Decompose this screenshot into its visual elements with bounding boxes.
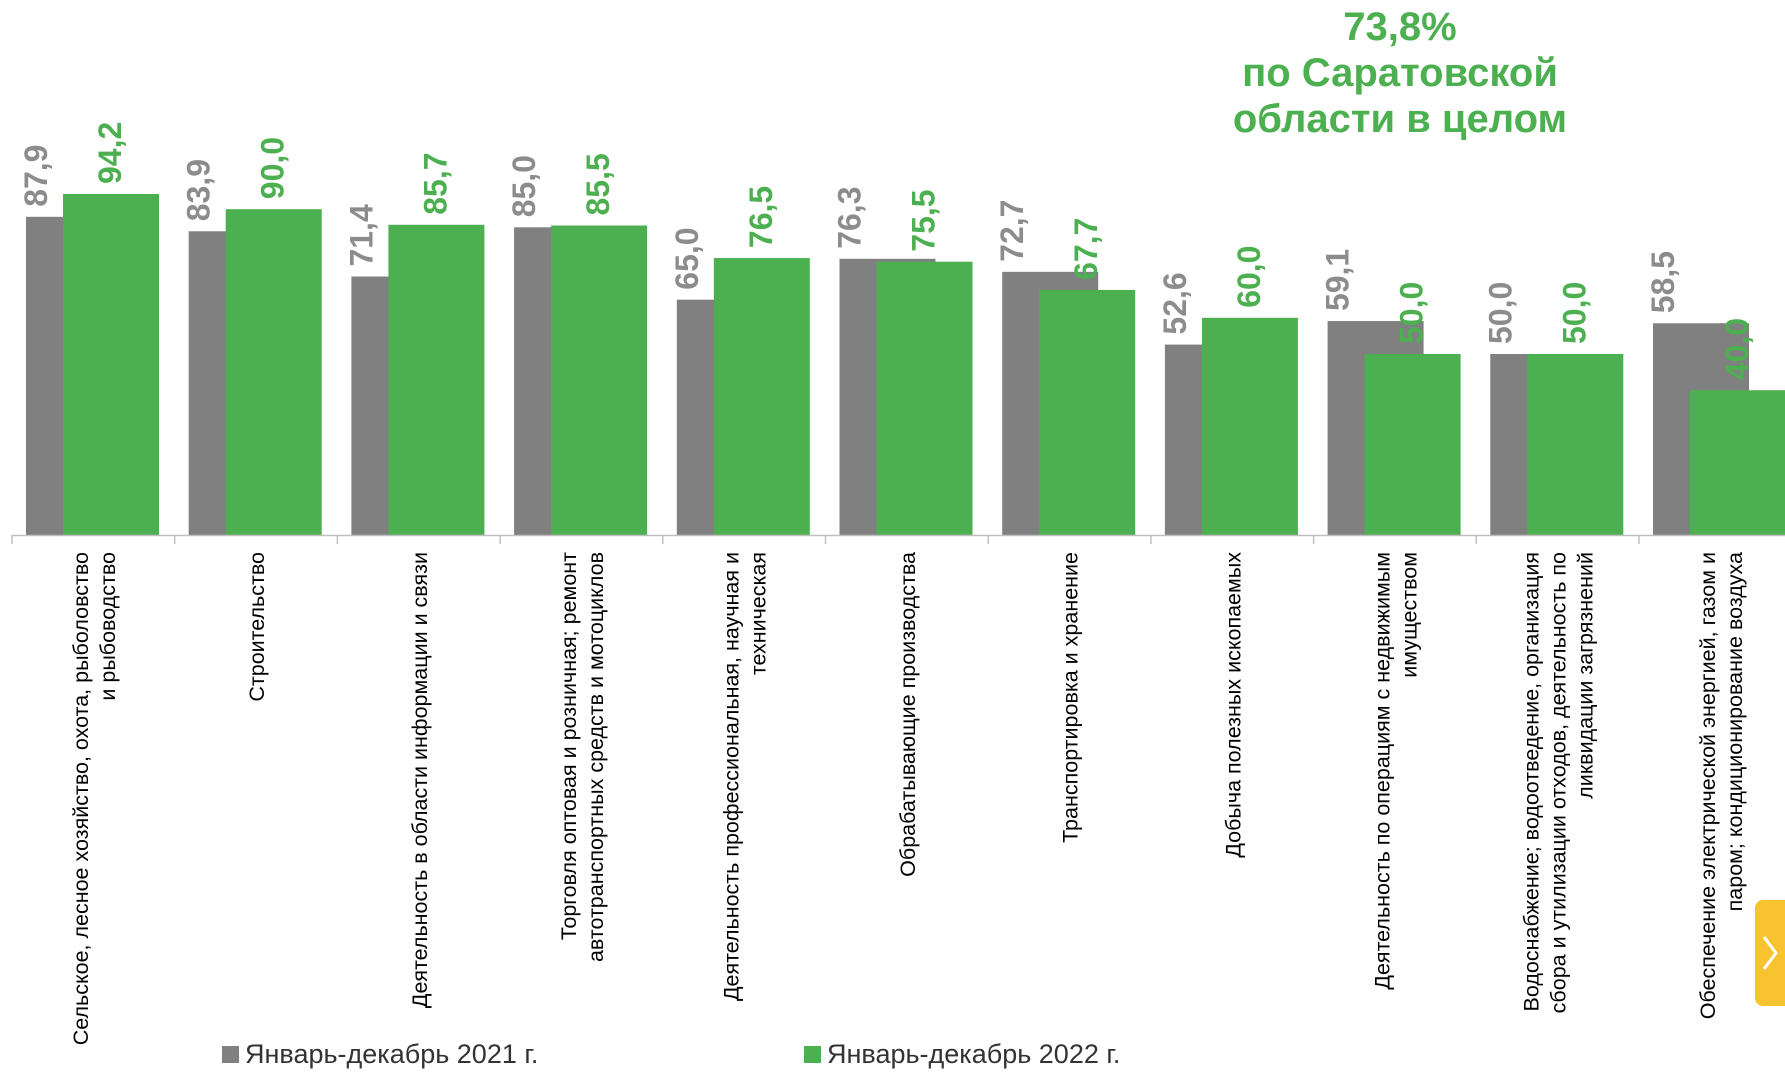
- bar-2022: [551, 225, 648, 536]
- category-label: Транспортировка и хранение: [1059, 552, 1083, 843]
- category-label-line: Деятельность в области информации и связ…: [408, 552, 432, 1008]
- value-label-2022: 90,0: [255, 137, 291, 199]
- category-label-line: имуществом: [1397, 552, 1421, 678]
- legend-swatch-2022: [804, 1045, 821, 1063]
- category-label: Деятельность в области информации и связ…: [408, 552, 432, 1008]
- value-label-2021: 72,7: [994, 200, 1030, 262]
- category-label: Обеспечение электрической энергией, газо…: [1696, 552, 1747, 1019]
- category-label: Торговля оптовая и розничная; ремонт авто…: [557, 552, 608, 962]
- value-label-2021: 85,0: [506, 155, 542, 217]
- bar-2022: [1527, 354, 1624, 535]
- value-label-2022: 75,5: [906, 189, 942, 251]
- x-axis: [11, 534, 1785, 544]
- category-label-line: сбора и утилизации отходов, деятельность…: [1547, 552, 1571, 1013]
- category-label: Деятельность по операциям с недвижимым им…: [1370, 552, 1421, 990]
- overall-annotation: 73,8% по Саратовской области в целом: [1180, 4, 1620, 142]
- value-label-2022: 60,0: [1231, 246, 1267, 308]
- bar-2022: [876, 261, 973, 535]
- bar-2022: [388, 224, 485, 536]
- value-label-2021: 52,6: [1157, 272, 1193, 334]
- bar-2022: [1364, 354, 1461, 535]
- value-label-2022: 85,7: [417, 152, 453, 214]
- category-label-line: Деятельность по операциям с недвижимым: [1370, 552, 1394, 990]
- category-label: Строительство: [245, 552, 269, 702]
- category-label-line: паром; кондиционирование воздуха: [1723, 552, 1747, 911]
- value-label-2021: 76,3: [832, 187, 868, 249]
- value-label-2021: 71,4: [343, 204, 379, 266]
- bar-2022: [1690, 390, 1785, 535]
- bar-2022: [1201, 317, 1298, 535]
- value-label-2021: 50,0: [1482, 282, 1518, 344]
- category-labels: Сельское, лесное хозяйство, охота, рыбол…: [69, 552, 1747, 1046]
- category-label: Деятельность профессиональная, научная и…: [720, 552, 771, 1001]
- category-label-line: и рыбоводство: [96, 552, 120, 701]
- overall-line-2: области в целом: [1232, 97, 1568, 141]
- category-label: Добыча полезных ископаемых: [1221, 552, 1245, 858]
- category-label-line: Деятельность профессиональная, научная и: [720, 552, 744, 1001]
- bar-2022: [713, 258, 810, 535]
- value-label-2021: 59,1: [1320, 249, 1356, 311]
- category-label: Обрабатывающие производства: [896, 552, 920, 877]
- value-label-2021: 83,9: [181, 159, 217, 221]
- category-label-line: Сельское, лесное хозяйство, охота, рыбол…: [69, 552, 93, 1045]
- category-label: Водоснабжение; водоотведение, организаци…: [1520, 552, 1598, 1013]
- overall-line-1: по Саратовской: [1242, 51, 1558, 95]
- value-label-2021: 58,5: [1645, 251, 1681, 313]
- category-label-line: Водоснабжение; водоотведение, организаци…: [1520, 552, 1544, 1011]
- legend-item-2022: Январь-декабрь 2022 г.: [804, 1036, 1120, 1072]
- legend-swatch-2021: [222, 1045, 239, 1063]
- overall-value: 73,8%: [1343, 5, 1457, 49]
- value-label-2022: 50,0: [1394, 282, 1430, 344]
- bar-2022: [225, 209, 322, 535]
- bar-2022: [1039, 289, 1136, 535]
- category-label-line: техническая: [747, 552, 771, 675]
- bars: [26, 193, 1785, 536]
- chevron-right-icon: [1762, 936, 1778, 970]
- category-label-line: Транспортировка и хранение: [1059, 552, 1083, 843]
- value-label-2022: 85,5: [580, 153, 616, 215]
- category-label: Сельское, лесное хозяйство, охота, рыбол…: [69, 552, 120, 1045]
- category-label-line: Добыча полезных ископаемых: [1221, 552, 1245, 858]
- value-labels: 87,9 94,2 83,9 90,0 71,4 85,7 85,0 85,5 65,0 76,5…: [18, 122, 1755, 380]
- value-label-2022: 67,7: [1068, 218, 1104, 280]
- category-label-line: автотранспортных средств и мотоциклов: [584, 552, 608, 962]
- category-label-line: Торговля оптовая и розничная; ремонт: [557, 552, 581, 940]
- legend-item-2021: Январь-декабрь 2021 г.: [222, 1036, 538, 1072]
- bar-2022: [63, 193, 159, 535]
- category-label-line: ликвидации загрязнений: [1574, 552, 1598, 799]
- category-label-line: Обеспечение электрической энергией, газо…: [1696, 552, 1720, 1019]
- category-label-line: Строительство: [245, 552, 269, 702]
- next-slide-button[interactable]: [1755, 900, 1785, 1006]
- value-label-2022: 94,2: [92, 122, 128, 184]
- value-label-2021: 65,0: [669, 227, 705, 289]
- legend-label-2021: Январь-декабрь 2021 г.: [245, 1038, 539, 1069]
- value-label-2022: 40,0: [1719, 318, 1755, 380]
- legend-label-2022: Январь-декабрь 2022 г.: [827, 1038, 1121, 1069]
- value-label-2022: 50,0: [1556, 282, 1592, 344]
- category-label-line: Обрабатывающие производства: [896, 552, 920, 877]
- value-label-2022: 76,5: [743, 186, 779, 248]
- value-label-2021: 87,9: [18, 145, 54, 207]
